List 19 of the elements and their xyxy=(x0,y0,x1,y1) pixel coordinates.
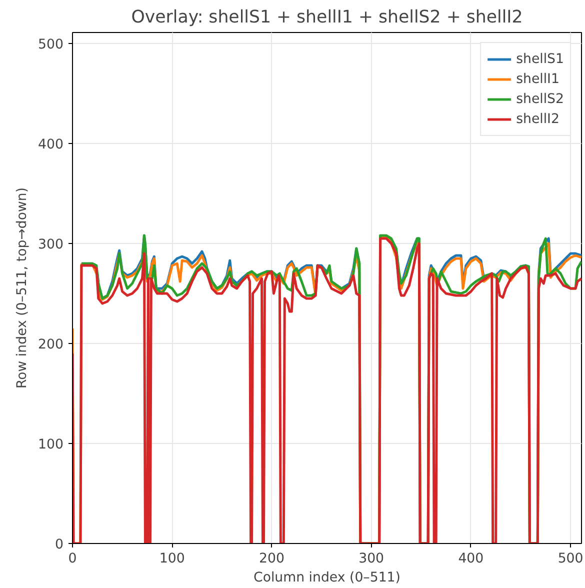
x-tick-label: 300 xyxy=(358,552,384,566)
y-tick-label: 300 xyxy=(38,238,64,252)
y-tick-label: 100 xyxy=(38,438,64,452)
legend-label: shellI1 xyxy=(516,71,560,87)
legend-label: shellS2 xyxy=(516,91,564,107)
legend-label: shellS1 xyxy=(516,51,564,67)
y-tick-label: 400 xyxy=(38,138,64,152)
y-tick-label: 500 xyxy=(38,38,64,52)
x-axis-title: Column index (0–511) xyxy=(254,570,400,586)
x-tick-label: 500 xyxy=(558,552,584,566)
x-tick-label: 200 xyxy=(259,552,284,566)
x-tick-label: 100 xyxy=(159,552,185,566)
chart-title: Overlay: shellS1 + shellI1 + shellS2 + shellI2 xyxy=(131,8,523,28)
y-axis-title: Row index (0–511, top→down) xyxy=(15,187,30,389)
y-tick-label: 0 xyxy=(55,538,64,552)
x-tick-label: 0 xyxy=(68,552,77,566)
y-tick-label: 200 xyxy=(38,338,64,352)
x-tick-label: 400 xyxy=(458,552,484,566)
legend-label: shellI2 xyxy=(516,111,560,127)
